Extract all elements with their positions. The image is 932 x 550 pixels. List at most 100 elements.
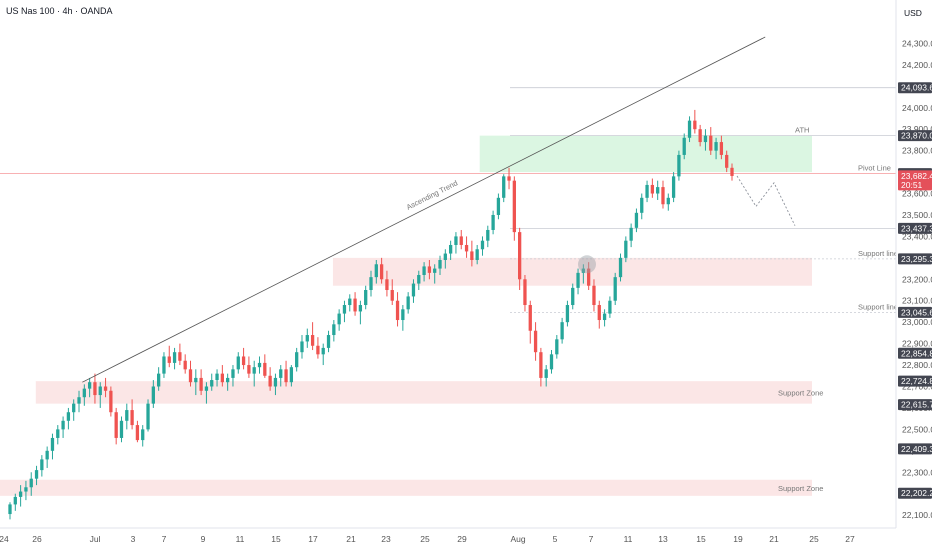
countdown-label: 20:51 xyxy=(901,180,923,190)
candle-body xyxy=(135,425,140,441)
y-tick-label: 23,600.0 xyxy=(902,189,932,199)
y-tick-label: 24,200.0 xyxy=(902,60,932,70)
candle-body xyxy=(342,305,347,314)
candle-body xyxy=(45,450,49,460)
candle-body xyxy=(125,410,129,421)
candle-body xyxy=(279,369,283,378)
candle-body xyxy=(618,257,623,278)
candle-body xyxy=(300,341,304,353)
zone-label: Support Zone xyxy=(778,484,823,493)
price-badge xyxy=(898,170,932,191)
candle-body xyxy=(358,305,363,312)
candle-body xyxy=(56,429,60,438)
candle-body xyxy=(443,253,447,260)
x-tick-label: 27 xyxy=(845,534,855,544)
candle-body xyxy=(93,382,97,396)
candle-body xyxy=(725,154,729,168)
candle-body xyxy=(29,478,33,488)
zone-3 xyxy=(0,479,812,496)
y-tick-label: 23,000.0 xyxy=(902,317,932,327)
candle-body xyxy=(496,197,501,215)
candle-body xyxy=(379,264,384,280)
candle-body xyxy=(576,272,580,288)
candle-body xyxy=(417,275,421,284)
candle-body xyxy=(109,390,113,413)
candle-body xyxy=(348,298,352,306)
zone-label: Support Zone xyxy=(778,388,823,397)
candle-body xyxy=(66,412,71,421)
zone-2 xyxy=(35,381,813,404)
candle-body xyxy=(438,259,442,269)
x-tick-label: 17 xyxy=(308,534,318,544)
x-tick-label: 13 xyxy=(658,534,668,544)
price-badge xyxy=(898,443,932,455)
candle-body xyxy=(188,369,193,383)
y-tick-label: 22,500.0 xyxy=(902,424,932,434)
y-tick-label: 23,400.0 xyxy=(902,231,932,241)
zone-0 xyxy=(479,135,812,173)
candle-body xyxy=(215,373,219,381)
price-badge xyxy=(898,306,932,318)
candle-body xyxy=(661,187,665,205)
candle-body xyxy=(364,290,368,306)
candle-body xyxy=(448,244,453,254)
candle-body xyxy=(353,298,357,312)
candle-body xyxy=(549,354,554,370)
candle-body xyxy=(146,403,150,430)
candle-body xyxy=(502,176,506,198)
candle-body xyxy=(204,386,209,391)
candle-body xyxy=(310,335,315,346)
candle-body xyxy=(491,214,495,230)
candle-body xyxy=(645,184,649,198)
candle-body xyxy=(24,487,28,492)
candle-body xyxy=(236,356,240,370)
candle-body xyxy=(305,335,309,342)
candle-body xyxy=(608,300,612,314)
candle-body xyxy=(332,324,336,336)
y-tick-label: 24,000.0 xyxy=(902,103,932,113)
candle-body xyxy=(40,459,44,471)
zones-layer xyxy=(0,135,813,496)
price-badge-label: 23,682.4 xyxy=(901,171,932,181)
y-tick-label: 24,300.0 xyxy=(902,38,932,48)
candle-body xyxy=(629,227,633,241)
candle-body xyxy=(730,167,734,176)
candle-body xyxy=(565,305,570,323)
currency-label: USD xyxy=(904,8,922,18)
candle-body xyxy=(666,197,670,205)
candle-body xyxy=(284,369,288,383)
x-tick-label: 21 xyxy=(346,534,356,544)
level-label: Pivot Line xyxy=(858,164,891,173)
candle-body xyxy=(114,412,118,438)
candle-body xyxy=(411,283,416,297)
candle-body xyxy=(210,380,214,387)
candle-body xyxy=(183,360,187,370)
candle-body xyxy=(321,347,325,355)
candle-body xyxy=(406,296,410,310)
candle-body xyxy=(172,352,177,363)
y-tick-label: 22,900.0 xyxy=(902,339,932,349)
candle-body xyxy=(512,180,516,233)
candle-body xyxy=(103,386,108,391)
candle-body xyxy=(650,184,655,194)
candle-body xyxy=(13,496,17,505)
candle-body xyxy=(709,135,713,151)
zone-1 xyxy=(332,257,812,286)
candle-body xyxy=(587,268,591,286)
candle-body xyxy=(87,382,92,389)
candle-body xyxy=(581,268,585,273)
candle-body xyxy=(77,397,81,404)
x-tick-label: 9 xyxy=(201,534,206,544)
x-tick-label: 7 xyxy=(589,534,594,544)
x-tick-label: Jul xyxy=(90,534,101,544)
candle-body xyxy=(119,420,124,438)
candle-body xyxy=(157,373,161,387)
candle-body xyxy=(459,236,463,245)
candle-body xyxy=(395,300,400,321)
x-tick-label: Aug xyxy=(510,534,525,544)
candle-body xyxy=(571,287,575,306)
x-tick-label: 25 xyxy=(420,534,430,544)
candle-body xyxy=(602,313,607,321)
